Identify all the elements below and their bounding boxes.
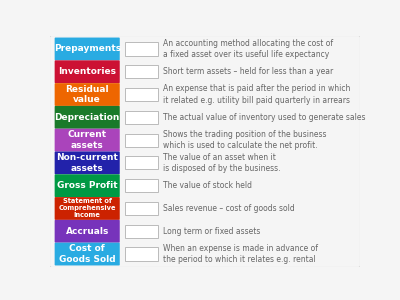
- Text: Statement of
Comprehensive
Income: Statement of Comprehensive Income: [58, 199, 116, 218]
- Text: Cost of
Goods Sold: Cost of Goods Sold: [59, 244, 116, 264]
- Bar: [125, 111, 158, 124]
- FancyBboxPatch shape: [55, 197, 120, 220]
- Text: Depreciation: Depreciation: [54, 113, 120, 122]
- Text: Inventories: Inventories: [58, 67, 116, 76]
- FancyBboxPatch shape: [55, 60, 120, 83]
- FancyBboxPatch shape: [55, 38, 120, 60]
- Text: Non-current
assets: Non-current assets: [56, 153, 118, 172]
- Bar: [125, 179, 158, 192]
- FancyBboxPatch shape: [55, 106, 120, 129]
- Text: Prepayments: Prepayments: [54, 44, 121, 53]
- FancyBboxPatch shape: [55, 243, 120, 266]
- Bar: [125, 88, 158, 101]
- Text: The actual value of inventory used to generate sales: The actual value of inventory used to ge…: [163, 113, 366, 122]
- Text: Shows the trading position of the business
which is used to calculate the net pr: Shows the trading position of the busine…: [163, 130, 327, 150]
- FancyBboxPatch shape: [49, 35, 361, 268]
- Text: The value of an asset when it
is disposed of by the business.: The value of an asset when it is dispose…: [163, 153, 281, 173]
- FancyBboxPatch shape: [55, 129, 120, 152]
- Text: Short term assets – held for less than a year: Short term assets – held for less than a…: [163, 67, 333, 76]
- Text: Residual
value: Residual value: [65, 85, 109, 104]
- Text: Long term or fixed assets: Long term or fixed assets: [163, 227, 260, 236]
- Text: The value of stock held: The value of stock held: [163, 181, 252, 190]
- Bar: [125, 42, 158, 56]
- Bar: [125, 248, 158, 261]
- Text: Gross Profit: Gross Profit: [57, 181, 118, 190]
- Text: When an expense is made in advance of
the period to which it relates e.g. rental: When an expense is made in advance of th…: [163, 244, 318, 264]
- Text: Current
assets: Current assets: [68, 130, 107, 150]
- FancyBboxPatch shape: [55, 174, 120, 197]
- Bar: [125, 134, 158, 147]
- Text: An expense that is paid after the period in which
it related e.g. utility bill p: An expense that is paid after the period…: [163, 85, 350, 105]
- FancyBboxPatch shape: [55, 83, 120, 106]
- Bar: [125, 65, 158, 78]
- Text: Sales revenue – cost of goods sold: Sales revenue – cost of goods sold: [163, 204, 295, 213]
- Bar: [125, 202, 158, 215]
- Bar: [125, 225, 158, 238]
- FancyBboxPatch shape: [55, 152, 120, 174]
- Bar: [125, 156, 158, 170]
- Text: An accounting method allocating the cost of
a fixed asset over its useful life e: An accounting method allocating the cost…: [163, 39, 333, 59]
- FancyBboxPatch shape: [55, 220, 120, 243]
- Text: Accruals: Accruals: [66, 227, 109, 236]
